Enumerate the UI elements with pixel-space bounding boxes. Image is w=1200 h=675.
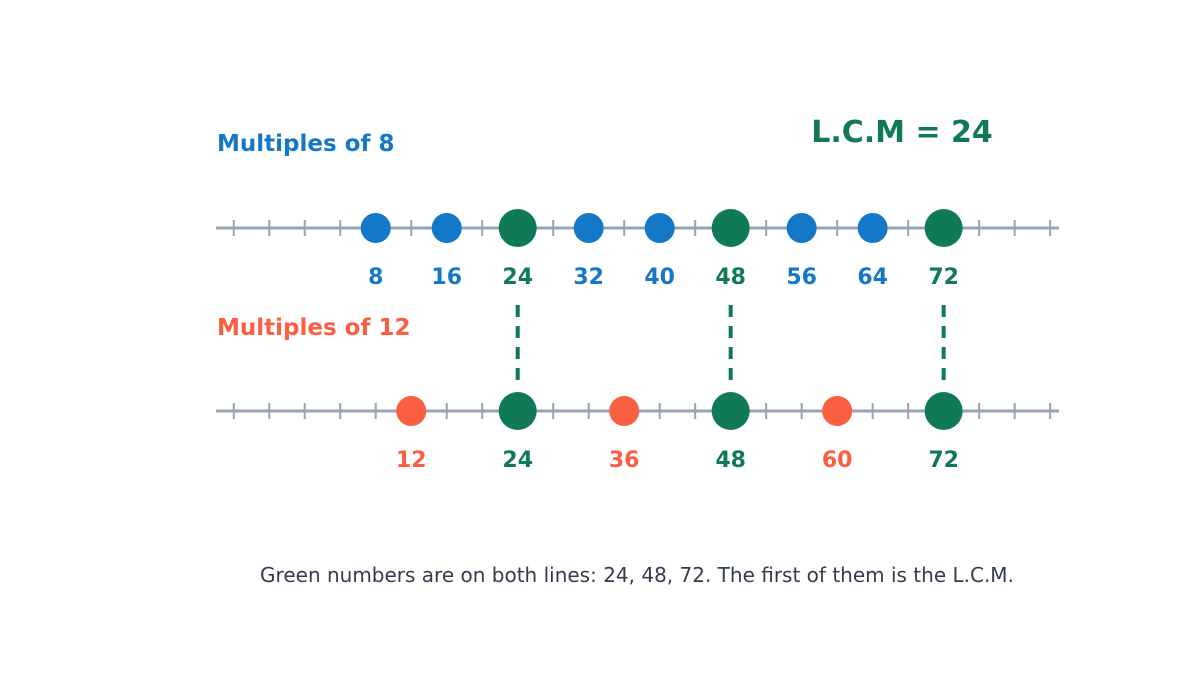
- multiples-of-8-point-8: [360, 213, 391, 243]
- multiples-of-12-title: Multiples of 12: [217, 315, 411, 341]
- multiples-of-8-point-64: [857, 213, 888, 243]
- multiples-of-8-label-72: 72: [928, 265, 959, 290]
- multiples-of-8-label-48: 48: [715, 265, 746, 290]
- multiples-of-8-point-40: [644, 213, 675, 243]
- common-multiple-point-24: [498, 209, 537, 247]
- multiples-of-8-label-24: 24: [502, 265, 533, 290]
- multiples-of-12-label-36: 36: [609, 448, 640, 473]
- multiples-of-12-label-24: 24: [502, 448, 533, 473]
- multiples-of-12-label-72: 72: [928, 448, 959, 473]
- common-multiple-point-72: [924, 392, 963, 430]
- multiples-of-8-label-56: 56: [786, 265, 817, 290]
- connectors-layer: [515, 305, 946, 388]
- multiples-of-12-point-60: [822, 396, 853, 426]
- common-multiple-point-48: [711, 392, 750, 430]
- multiples-of-8-label-16: 16: [431, 265, 462, 290]
- multiples-of-8-label-8: 8: [368, 265, 383, 290]
- caption-text: Green numbers are on both lines: 24, 48,…: [260, 563, 1014, 587]
- multiples-of-12-label-48: 48: [715, 448, 746, 473]
- multiples-of-8-label-32: 32: [573, 265, 604, 290]
- multiples-of-8-title: Multiples of 8: [217, 131, 395, 157]
- multiples-of-8-point-32: [573, 213, 604, 243]
- multiples-of-12-label-12: 12: [396, 448, 427, 473]
- common-multiple-point-24: [498, 392, 537, 430]
- multiples-of-8-label-64: 64: [857, 265, 888, 290]
- multiples-of-12-label-60: 60: [822, 448, 853, 473]
- lcm-result-title: L.C.M = 24: [811, 115, 993, 150]
- points-layer: 8 16 24 32 40 48 56 64 72 12 24 36 48 60 72: [360, 209, 963, 473]
- common-multiple-point-48: [711, 209, 750, 247]
- multiples-of-8-label-40: 40: [644, 265, 675, 290]
- multiples-of-8-point-16: [431, 213, 462, 243]
- multiples-of-12-point-36: [609, 396, 640, 426]
- multiples-of-8-point-56: [786, 213, 817, 243]
- multiples-of-12-point-12: [396, 396, 427, 426]
- common-multiple-point-72: [924, 209, 963, 247]
